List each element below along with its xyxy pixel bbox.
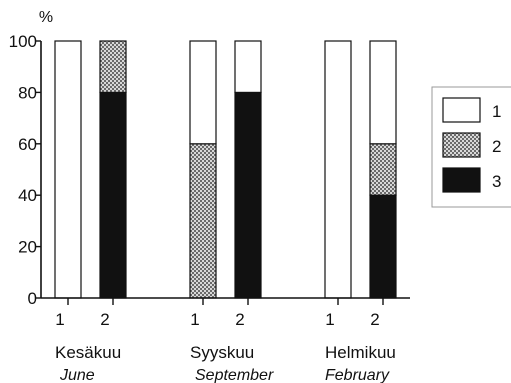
y-tick-label: 0 (28, 289, 37, 308)
x-tick-label: 1 (190, 310, 199, 329)
legend-swatch-1 (442, 97, 481, 123)
y-tick-label: 100 (9, 32, 37, 51)
x-axis: 1 2 Kesäkuu June 1 2 Syyskuu September 1 2 Helmiku… (41, 297, 410, 383)
legend-swatch-2 (442, 132, 481, 158)
group-label-english: June (59, 367, 95, 383)
bar-segment-1 (54, 40, 82, 299)
bar-segment-2 (189, 143, 217, 299)
group-label: Helmikuu (325, 343, 396, 362)
y-axis: 0 20 40 60 80 100 (9, 32, 42, 308)
legend: 1 2 3 (431, 86, 511, 208)
y-tick-label: 60 (18, 135, 37, 154)
bars (54, 40, 397, 299)
bar-segment-1 (189, 40, 217, 145)
legend-label: 3 (492, 172, 501, 191)
bar-segment-3 (234, 91, 262, 299)
group-label-english: September (195, 367, 274, 383)
x-tick-label: 2 (235, 310, 244, 329)
bar-segment-3 (99, 91, 127, 299)
bar-segment-2 (369, 143, 397, 196)
y-tick-label: 20 (18, 238, 37, 257)
legend-label: 2 (492, 137, 501, 156)
bar-segment-2 (99, 40, 127, 94)
bar-segment-1 (234, 40, 262, 94)
group-label: Syyskuu (190, 343, 254, 362)
y-axis-label: % (39, 9, 53, 26)
y-tick-label: 80 (18, 83, 37, 102)
bar-segment-1 (324, 40, 352, 299)
x-tick-label: 2 (100, 310, 109, 329)
x-tick-label: 1 (325, 310, 334, 329)
legend-label: 1 (492, 102, 501, 121)
group-label: Kesäkuu (55, 343, 121, 362)
x-tick-label: 1 (55, 310, 64, 329)
x-tick-label: 2 (370, 310, 379, 329)
group-label-english: February (325, 367, 390, 383)
legend-swatch-3 (442, 167, 481, 193)
bar-segment-3 (369, 194, 397, 299)
legend-frame (431, 86, 511, 208)
y-tick-label: 40 (18, 186, 37, 205)
bar-segment-1 (369, 40, 397, 145)
